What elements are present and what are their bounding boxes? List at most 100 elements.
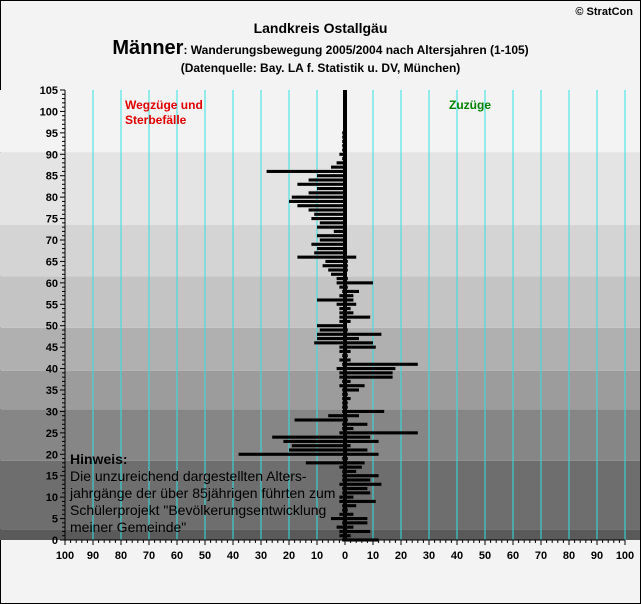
bar-left bbox=[289, 448, 345, 452]
y-tick-label: 90 bbox=[46, 149, 58, 161]
y-tick-label: 10 bbox=[46, 492, 58, 504]
x-tick-label: 80 bbox=[115, 550, 127, 562]
x-tick-label: 40 bbox=[451, 550, 463, 562]
bar-left bbox=[339, 384, 345, 388]
x-tick-label: 20 bbox=[395, 550, 407, 562]
bar-right bbox=[345, 529, 371, 533]
bar-right bbox=[345, 367, 396, 371]
bar-right bbox=[345, 375, 393, 379]
bar-right bbox=[345, 422, 368, 426]
x-tick-label: 60 bbox=[507, 550, 519, 562]
y-tick-label: 105 bbox=[40, 85, 58, 97]
bar-right bbox=[345, 409, 385, 413]
bar-left bbox=[339, 512, 345, 516]
bar-left bbox=[317, 337, 345, 341]
x-tick-label: 30 bbox=[255, 550, 267, 562]
bar-right bbox=[345, 414, 359, 418]
x-tick-label: 90 bbox=[591, 550, 603, 562]
bar-left bbox=[317, 174, 345, 178]
bar-right bbox=[345, 302, 357, 306]
bar-left bbox=[322, 264, 345, 268]
bar-left bbox=[308, 208, 345, 212]
bar-left bbox=[314, 212, 345, 216]
bar-right bbox=[345, 474, 379, 478]
x-tick-label: 70 bbox=[143, 550, 155, 562]
age-band bbox=[0, 370, 640, 410]
y-tick-label: 25 bbox=[46, 428, 58, 440]
bar-right bbox=[345, 525, 354, 529]
bar-left bbox=[331, 272, 345, 276]
bar-left bbox=[339, 495, 345, 499]
bar-left bbox=[339, 315, 345, 319]
x-tick-label: 10 bbox=[311, 550, 323, 562]
bar-right bbox=[345, 362, 418, 366]
bar-right bbox=[345, 294, 354, 298]
bar-right bbox=[345, 289, 359, 293]
bar-right bbox=[345, 439, 379, 443]
bar-left bbox=[339, 431, 345, 435]
bar-right bbox=[345, 307, 351, 311]
hint-line-4: meiner Gemeinde" bbox=[70, 519, 187, 535]
bar-right bbox=[345, 388, 359, 392]
bar-left bbox=[325, 259, 345, 263]
age-band bbox=[0, 460, 640, 530]
bar-left bbox=[319, 238, 345, 242]
subtitle-gender: Männer bbox=[112, 37, 184, 59]
bar-left bbox=[339, 534, 345, 538]
bar-right bbox=[345, 255, 357, 259]
y-tick-label: 40 bbox=[46, 364, 58, 376]
bar-left bbox=[339, 529, 345, 533]
bar-left bbox=[297, 204, 345, 208]
y-tick-label: 0 bbox=[52, 535, 58, 547]
bar-left bbox=[266, 169, 345, 173]
bar-right bbox=[345, 538, 379, 542]
bar-left bbox=[317, 332, 345, 336]
bar-right bbox=[345, 512, 354, 516]
bar-left bbox=[317, 298, 345, 302]
x-tick-label: 70 bbox=[535, 550, 547, 562]
bar-right bbox=[345, 349, 351, 353]
bar-left bbox=[328, 414, 345, 418]
bar-left bbox=[339, 465, 345, 469]
data-source: (Datenquelle: Bay. LA f. Statistik u. DV… bbox=[180, 61, 461, 75]
bar-right bbox=[345, 319, 351, 323]
bar-left bbox=[317, 247, 345, 251]
y-tick-label: 20 bbox=[46, 449, 58, 461]
y-tick-label: 95 bbox=[46, 128, 58, 140]
bar-left bbox=[319, 328, 345, 332]
bar-left bbox=[339, 285, 345, 289]
x-tick-label: 100 bbox=[56, 550, 74, 562]
bar-left bbox=[291, 195, 345, 199]
bar-left bbox=[331, 165, 345, 169]
bar-left bbox=[317, 225, 345, 229]
y-tick-label: 30 bbox=[46, 406, 58, 418]
bar-right bbox=[345, 469, 357, 473]
bar-left bbox=[289, 199, 345, 203]
bar-left bbox=[314, 341, 345, 345]
x-tick-label: 100 bbox=[616, 550, 634, 562]
x-tick-label: 50 bbox=[479, 550, 491, 562]
bar-right bbox=[345, 452, 379, 456]
bar-right bbox=[345, 482, 382, 486]
bar-left bbox=[297, 255, 345, 259]
bar-right bbox=[345, 315, 371, 319]
bar-left bbox=[311, 242, 345, 246]
bar-left bbox=[339, 152, 345, 156]
bar-left bbox=[339, 307, 345, 311]
y-tick-label: 60 bbox=[46, 278, 58, 290]
bar-right bbox=[345, 332, 382, 336]
bar-left bbox=[336, 302, 345, 306]
y-tick-label: 35 bbox=[46, 385, 58, 397]
bar-right bbox=[345, 491, 371, 495]
x-tick-label: 80 bbox=[563, 550, 575, 562]
bar-left bbox=[331, 517, 345, 521]
bar-right bbox=[345, 371, 393, 375]
hint-line-3: Schülerprojekt "Bevölkerungsentwicklung bbox=[70, 502, 327, 518]
hint-box: Hinweis: Die unzureichend dargestellten … bbox=[70, 451, 335, 536]
bar-right bbox=[345, 379, 351, 383]
age-band bbox=[0, 276, 640, 328]
bar-left bbox=[283, 439, 345, 443]
bar-left bbox=[297, 182, 345, 186]
bar-right bbox=[345, 311, 354, 315]
y-tick-label: 5 bbox=[52, 514, 58, 526]
